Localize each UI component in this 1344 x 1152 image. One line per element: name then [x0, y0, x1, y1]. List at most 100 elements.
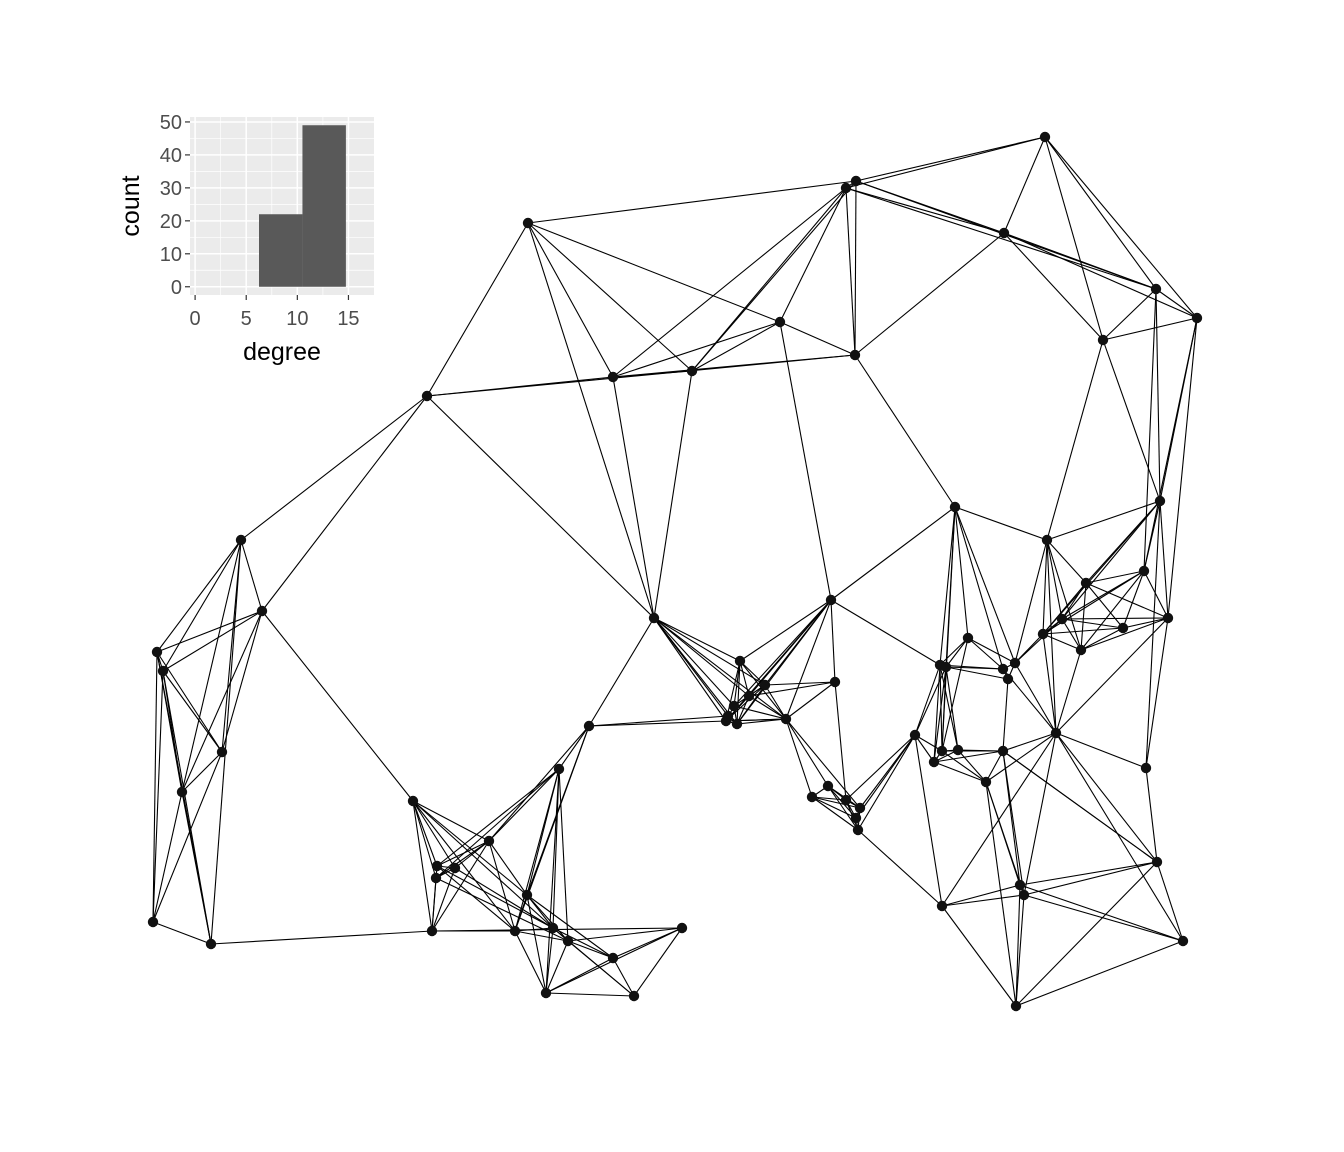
graph-edge [181, 751, 223, 793]
graph-edge [545, 940, 569, 994]
graph-edge [426, 395, 655, 619]
graph-edge [733, 599, 832, 707]
graph-node [728, 700, 740, 712]
graph-edge [526, 894, 614, 959]
graph-node [825, 594, 837, 606]
graph-edge [545, 957, 614, 994]
graph-edge [653, 617, 727, 722]
graph-node [822, 780, 834, 792]
graph-edge [1015, 940, 1184, 1007]
graph-node [734, 655, 746, 667]
graph-node [849, 349, 861, 361]
graph-node [1010, 1000, 1022, 1012]
graph-edge [426, 222, 529, 397]
graph-edge [1167, 317, 1198, 619]
graph-node [235, 534, 247, 546]
graph-edge [830, 599, 941, 666]
graph-edge [152, 791, 183, 923]
graph-edge [1015, 861, 1158, 1007]
histogram-bar [259, 214, 303, 287]
graph-edge [1080, 627, 1124, 651]
graph-edge [845, 187, 1157, 290]
graph-edge [914, 664, 941, 736]
graph-node [1002, 673, 1014, 685]
graph-node [547, 922, 559, 934]
graph-edge [830, 506, 956, 601]
graph-edge [779, 321, 832, 601]
graph-edge [736, 599, 832, 725]
graph-edge [261, 395, 428, 612]
graph-edge [1046, 339, 1104, 541]
graph-edge [1102, 317, 1198, 341]
graph-edge [1002, 678, 1009, 752]
graph-edge [691, 321, 781, 372]
graph-edge [152, 921, 212, 945]
graph-node [205, 938, 217, 950]
graph-node [553, 763, 565, 775]
graph-edge [653, 617, 741, 662]
graph-edge [1155, 288, 1198, 319]
graph-edge [612, 370, 693, 378]
graph-edge [1042, 539, 1048, 635]
graph-edge [764, 681, 836, 686]
graph-edge [210, 930, 433, 945]
graph-edge [733, 705, 787, 720]
graph-edge [552, 927, 614, 959]
graph-node [147, 916, 159, 928]
graph-edge [612, 957, 635, 997]
graph-node [997, 745, 1009, 757]
graph-edge [933, 750, 1004, 763]
graph-edge [1122, 617, 1169, 629]
graph-edge [261, 610, 414, 802]
graph-edge [1143, 570, 1169, 619]
graph-edge [1143, 317, 1198, 572]
graph-node [540, 987, 552, 999]
graph-edge [1046, 539, 1057, 734]
graph-node [430, 872, 442, 884]
graph-edge [435, 877, 569, 942]
graph-edge [181, 539, 242, 793]
graph-node [256, 605, 268, 617]
graph-edge [945, 666, 1004, 670]
graph-node [852, 824, 864, 836]
graph-edge [558, 768, 569, 942]
graph-edge [1042, 627, 1124, 635]
graph-edge [748, 681, 836, 697]
graph-edge [1015, 894, 1025, 1007]
graph-edge [527, 222, 781, 323]
graph-node [628, 990, 640, 1002]
graph-edge [855, 734, 916, 819]
graph-edge [514, 930, 547, 994]
graph-edge [412, 800, 438, 867]
graph-edge [954, 506, 1004, 670]
graph-edge [1102, 288, 1157, 341]
graph-node [854, 802, 866, 814]
graph-edge [558, 725, 590, 770]
graph-edge [1080, 582, 1087, 651]
graph-edge [845, 187, 856, 356]
graph-node [829, 676, 841, 688]
graph-edge [1055, 732, 1147, 769]
graph-edge [1159, 500, 1169, 619]
graph-edge [1003, 232, 1104, 341]
graph-edge [725, 599, 832, 722]
graph-node [949, 501, 961, 513]
graph-node [431, 860, 443, 872]
graph-edge [612, 187, 847, 378]
graph-edge [933, 666, 947, 763]
graph-edge [954, 506, 969, 639]
y-tick-label: 40 [160, 145, 182, 167]
graph-edge [1002, 750, 1158, 863]
graph-node [1039, 131, 1051, 143]
graph-edge [985, 781, 1025, 896]
graph-edge [240, 395, 428, 541]
graph-edge [514, 927, 554, 932]
graph-edge [855, 136, 1046, 182]
x-tick-label: 5 [241, 308, 252, 330]
graph-edge [985, 732, 1057, 783]
graph-node [648, 612, 660, 624]
graph-edge [811, 796, 859, 831]
graph-edge [1085, 582, 1124, 629]
graph-edge [431, 867, 456, 932]
graph-edge [779, 321, 856, 356]
